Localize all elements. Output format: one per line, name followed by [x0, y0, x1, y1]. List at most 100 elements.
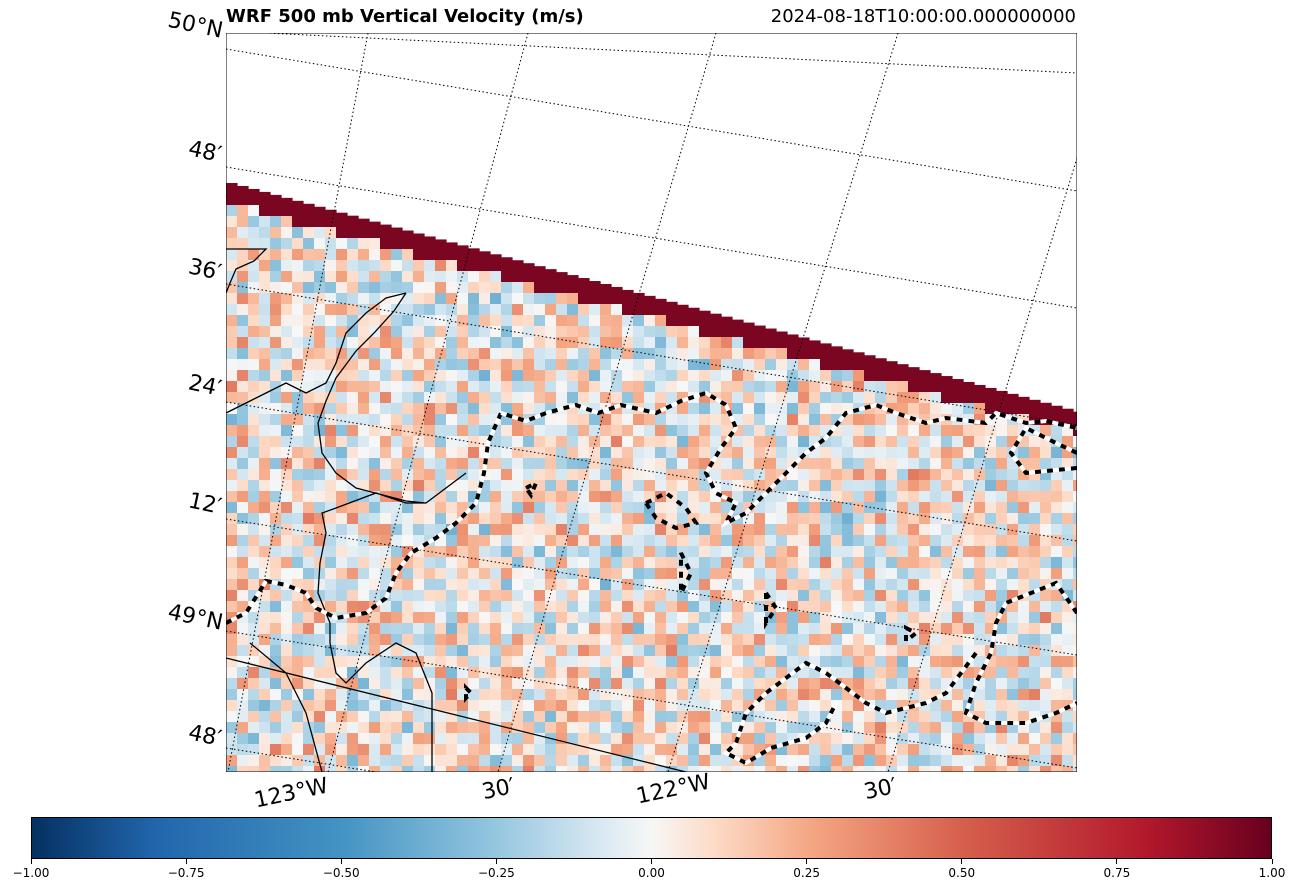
field-cell — [391, 700, 403, 712]
field-cell — [523, 700, 535, 712]
field-cell — [523, 263, 535, 275]
field-cell — [655, 711, 667, 723]
field-cell — [336, 392, 348, 404]
field-cell — [611, 656, 623, 668]
field-cell — [292, 469, 304, 481]
field-cell — [435, 425, 447, 437]
field-cell — [754, 370, 766, 382]
field-cell — [864, 568, 876, 580]
field-cell — [479, 513, 491, 525]
field-cell — [754, 700, 766, 712]
field-cell — [457, 447, 469, 459]
field-cell — [270, 722, 282, 734]
field-cell — [479, 436, 491, 448]
field-cell — [446, 722, 458, 734]
field-cell — [919, 546, 931, 558]
field-cell — [369, 546, 381, 558]
field-cell — [303, 425, 315, 437]
field-cell — [985, 711, 997, 723]
field-cell — [831, 590, 843, 602]
field-cell — [765, 447, 777, 459]
coastline — [226, 248, 687, 772]
field-cell — [413, 271, 425, 283]
field-cell — [424, 546, 436, 558]
field-cell — [259, 348, 271, 360]
field-cell — [435, 315, 447, 327]
field-cell — [314, 700, 326, 712]
field-cell — [534, 579, 546, 591]
field-cell — [809, 340, 821, 353]
field-cell — [743, 381, 755, 393]
field-cell — [633, 337, 645, 349]
field-cell — [402, 722, 414, 734]
field-cell — [358, 381, 370, 393]
field-cell — [677, 480, 689, 492]
field-cell — [732, 337, 744, 349]
field-cell — [919, 700, 931, 712]
field-cell — [1051, 711, 1063, 723]
field-cell — [292, 744, 304, 756]
field-cell — [699, 370, 711, 382]
field-cell — [226, 491, 238, 503]
field-cell — [424, 667, 436, 679]
field-cell — [479, 524, 491, 536]
field-cell — [787, 546, 799, 558]
field-cell — [1007, 436, 1019, 448]
map-panel[interactable]: 50°N 48′ 36′ 24′ 12′ 49°N 48′ 123°W 30′ … — [165, 8, 1077, 813]
field-cell — [996, 469, 1008, 481]
field-cell — [754, 546, 766, 558]
field-cell — [556, 447, 568, 459]
field-cell — [556, 678, 568, 690]
field-cell — [358, 326, 370, 338]
field-cell — [809, 722, 821, 734]
field-cell — [556, 568, 568, 580]
field-cell — [655, 623, 667, 635]
field-cell — [314, 491, 326, 503]
field-cell — [677, 447, 689, 459]
field-cell — [710, 689, 722, 701]
field-cell — [1007, 513, 1019, 525]
field-cell — [666, 326, 678, 338]
field-cell — [457, 700, 469, 712]
field-cell — [600, 678, 612, 690]
field-cell — [798, 656, 810, 668]
field-cell — [798, 359, 810, 371]
field-cell — [622, 744, 634, 756]
field-cell — [842, 755, 854, 767]
field-cell — [248, 766, 260, 772]
field-cell — [567, 337, 579, 349]
field-cell — [633, 557, 645, 569]
field-cell — [523, 304, 535, 316]
field-cell — [853, 656, 865, 668]
field-cell — [963, 689, 975, 701]
field-cell — [501, 293, 513, 305]
field-cell — [490, 381, 502, 393]
field-cell — [534, 733, 546, 745]
field-cell — [380, 326, 392, 338]
field-cell — [435, 381, 447, 393]
field-cell — [435, 623, 447, 635]
field-cell — [996, 425, 1008, 437]
field-cell — [633, 700, 645, 712]
field-cell — [765, 667, 777, 679]
field-cell — [545, 623, 557, 635]
field-cell — [402, 700, 414, 712]
field-cell — [248, 392, 260, 404]
field-cell — [259, 359, 271, 371]
field-cell — [358, 469, 370, 481]
field-cell — [622, 579, 634, 591]
field-cell — [1073, 546, 1077, 558]
field-cell — [908, 436, 920, 448]
field-cell — [237, 744, 249, 756]
field-cell — [303, 293, 315, 305]
field-cell — [677, 623, 689, 635]
field-cell — [413, 766, 425, 772]
field-cell — [1073, 733, 1077, 745]
field-cell — [281, 469, 293, 481]
field-cell — [589, 392, 601, 404]
field-cell — [831, 403, 843, 415]
field-cell — [655, 436, 667, 448]
field-cell — [556, 381, 568, 393]
field-cell — [369, 733, 381, 745]
field-cell — [248, 535, 260, 547]
